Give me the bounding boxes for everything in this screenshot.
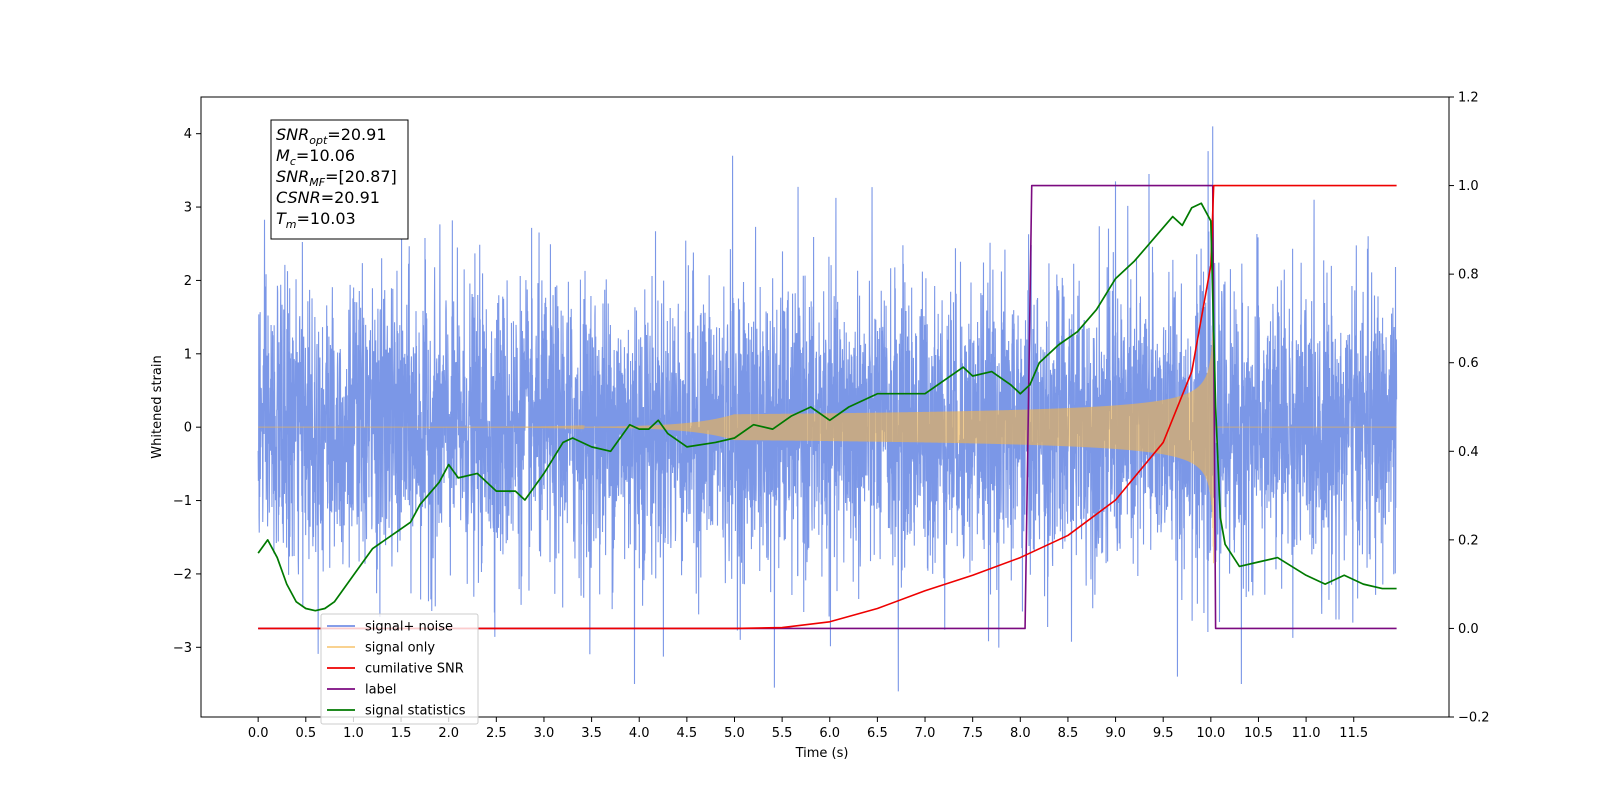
y-tick-label-left: −3: [173, 641, 192, 656]
stats-annotation: SNRopt=20.91Mc=10.06SNRMF=[20.87]CSNR=20…: [270, 119, 409, 240]
annotation-line: CSNR=20.91: [276, 188, 380, 207]
series-signal-statistics: [257, 202, 1397, 612]
series-signal-only: [258, 291, 1397, 564]
y-axis-right: 1.2 1.0 0.8 0.6 0.4 0.2 0.0 −0.2: [1449, 91, 1490, 726]
x-tick-label: 10.0: [1196, 726, 1225, 741]
y-tick-label-right: 1.2: [1458, 91, 1479, 106]
x-tick-label: 10.5: [1244, 726, 1273, 741]
y-tick-label-right: 0.6: [1458, 356, 1479, 371]
y-tick-label-left: 3: [184, 201, 192, 216]
x-tick-label: 6.0: [819, 726, 840, 741]
x-tick-label: 5.0: [724, 726, 745, 741]
x-tick-label: 7.0: [915, 726, 936, 741]
x-tick-label: 2.5: [486, 726, 507, 741]
legend: signal+ noise signal only cumilative SNR la…: [320, 613, 479, 725]
x-tick-label: 0.0: [248, 726, 269, 741]
legend-entry: signal statistics: [365, 704, 466, 719]
y-axis-left: 4 3 2 1 0 −1 −2 −3: [173, 127, 201, 656]
x-axis: 0.0 0.5 1.0 1.5 2.0 2.5 3.0 3.5 4.0 4.5 5.0 5.5 6.0 6…: [248, 717, 1368, 741]
series-label: [258, 184, 1397, 630]
legend-entry: signal only: [365, 641, 435, 656]
y-tick-label-right: 0.0: [1458, 622, 1479, 637]
x-axis-label: Time (s): [795, 746, 849, 761]
x-tick-label: 1.0: [343, 726, 364, 741]
x-tick-label: 4.0: [629, 726, 650, 741]
x-tick-label: 2.0: [438, 726, 459, 741]
annotation-line: Mc=10.06: [276, 146, 355, 168]
legend-entry: label: [365, 683, 396, 698]
x-tick-label: 1.5: [391, 726, 412, 741]
x-tick-label: 9.5: [1153, 726, 1174, 741]
annotation-line: SNRopt=20.91: [276, 125, 387, 147]
y-tick-label-left: −1: [173, 494, 192, 509]
legend-box: [320, 613, 479, 725]
x-tick-label: 8.0: [1010, 726, 1031, 741]
y-tick-label-right: 0.2: [1458, 533, 1479, 548]
x-tick-label: 5.5: [772, 726, 793, 741]
x-tick-label: 8.5: [1058, 726, 1079, 741]
series-cumulative-snr: [734, 184, 1397, 630]
plot-frame: [200, 96, 1450, 718]
x-tick-label: 0.5: [295, 726, 316, 741]
y-tick-label-left: 0: [184, 421, 192, 436]
x-tick-label: 4.5: [677, 726, 698, 741]
x-tick-label: 11.0: [1292, 726, 1321, 741]
y-tick-label-left: −2: [173, 567, 192, 582]
series-layer: [257, 126, 1398, 692]
y-tick-label-left: 1: [184, 347, 192, 362]
x-tick-label: 3.5: [581, 726, 602, 741]
legend-entry: signal+ noise: [365, 620, 453, 635]
y-tick-label-left: 2: [184, 274, 192, 289]
x-tick-label: 11.5: [1339, 726, 1368, 741]
y-tick-label-left: 4: [184, 127, 192, 142]
y-tick-label-right: 1.0: [1458, 179, 1479, 194]
annotation-line: Tm=10.03: [276, 209, 356, 231]
x-tick-label: 9.0: [1105, 726, 1126, 741]
legend-entry: cumilative SNR: [365, 662, 464, 677]
y-tick-label-right: −0.2: [1458, 711, 1490, 726]
y-tick-label-right: 0.4: [1458, 445, 1479, 460]
x-tick-label: 7.5: [962, 726, 983, 741]
annotation-line: SNRMF=[20.87]: [276, 167, 397, 189]
x-tick-label: 6.5: [867, 726, 888, 741]
y-axis-label-left: Whitened strain: [150, 355, 165, 458]
y-tick-label-right: 0.8: [1458, 268, 1479, 283]
x-tick-label: 3.0: [534, 726, 555, 741]
annotation-box: [270, 119, 409, 240]
